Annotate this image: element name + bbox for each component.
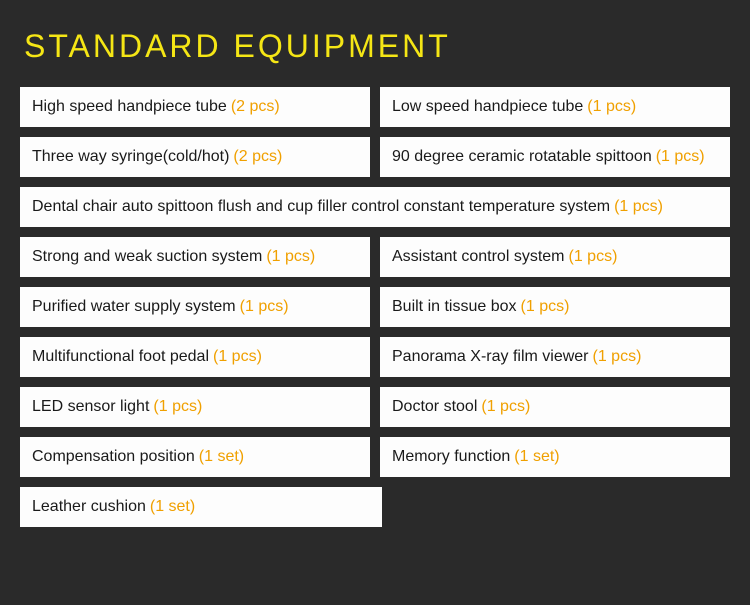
table-row: Dental chair auto spittoon flush and cup… bbox=[20, 187, 730, 227]
equipment-cell: Built in tissue box (1 pcs) bbox=[380, 287, 730, 327]
table-row: High speed handpiece tube(2 pcs)Low spee… bbox=[20, 87, 730, 127]
equipment-cell: Leather cushion(1 set) bbox=[20, 487, 382, 527]
table-row: Compensation position(1 set)Memory funct… bbox=[20, 437, 730, 477]
equipment-qty: (1 set) bbox=[514, 448, 559, 466]
equipment-cell: Low speed handpiece tube(1 pcs) bbox=[380, 87, 730, 127]
equipment-qty: (1 set) bbox=[199, 448, 244, 466]
equipment-cell: Strong and weak suction system(1 pcs) bbox=[20, 237, 370, 277]
equipment-label: Compensation position bbox=[32, 448, 195, 466]
equipment-qty: (1 pcs) bbox=[481, 398, 530, 416]
equipment-label: Strong and weak suction system bbox=[32, 248, 262, 266]
equipment-label: Built in tissue box bbox=[392, 298, 517, 316]
equipment-qty: (2 pcs) bbox=[231, 98, 280, 116]
equipment-cell: 90 degree ceramic rotatable spittoon(1 p… bbox=[380, 137, 730, 177]
equipment-label: High speed handpiece tube bbox=[32, 98, 227, 116]
equipment-cell: High speed handpiece tube(2 pcs) bbox=[20, 87, 370, 127]
equipment-cell: Compensation position(1 set) bbox=[20, 437, 370, 477]
equipment-label: Purified water supply system bbox=[32, 298, 236, 316]
equipment-label: Assistant control system bbox=[392, 248, 565, 266]
equipment-qty: (1 pcs) bbox=[587, 98, 636, 116]
equipment-label: Low speed handpiece tube bbox=[392, 98, 583, 116]
equipment-cell: Assistant control system(1 pcs) bbox=[380, 237, 730, 277]
empty-cell bbox=[392, 487, 730, 527]
equipment-label: Panorama X-ray film viewer bbox=[392, 348, 589, 366]
table-row: LED sensor light(1 pcs)Doctor stool(1 pc… bbox=[20, 387, 730, 427]
equipment-label: Three way syringe(cold/hot) bbox=[32, 148, 229, 166]
equipment-cell: Memory function(1 set) bbox=[380, 437, 730, 477]
table-row: Three way syringe(cold/hot)(2 pcs)90 deg… bbox=[20, 137, 730, 177]
equipment-qty: (1 pcs) bbox=[521, 298, 570, 316]
table-row: Multifunctional foot pedal(1 pcs)Panoram… bbox=[20, 337, 730, 377]
equipment-qty: (1 pcs) bbox=[153, 398, 202, 416]
equipment-cell: LED sensor light(1 pcs) bbox=[20, 387, 370, 427]
equipment-label: Memory function bbox=[392, 448, 510, 466]
equipment-qty: (1 pcs) bbox=[614, 198, 663, 216]
table-row: Purified water supply system(1 pcs)Built… bbox=[20, 287, 730, 327]
equipment-label: 90 degree ceramic rotatable spittoon bbox=[392, 148, 652, 166]
table-row: Leather cushion(1 set) bbox=[20, 487, 730, 527]
equipment-cell: Panorama X-ray film viewer(1 pcs) bbox=[380, 337, 730, 377]
equipment-cell: Dental chair auto spittoon flush and cup… bbox=[20, 187, 730, 227]
equipment-label: LED sensor light bbox=[32, 398, 149, 416]
equipment-label: Dental chair auto spittoon flush and cup… bbox=[32, 198, 610, 216]
page-title: STANDARD EQUIPMENT bbox=[24, 28, 730, 65]
equipment-qty: (1 set) bbox=[150, 498, 195, 516]
equipment-label: Leather cushion bbox=[32, 498, 146, 516]
equipment-qty: (1 pcs) bbox=[593, 348, 642, 366]
equipment-label: Doctor stool bbox=[392, 398, 477, 416]
equipment-qty: (1 pcs) bbox=[569, 248, 618, 266]
equipment-cell: Multifunctional foot pedal(1 pcs) bbox=[20, 337, 370, 377]
equipment-qty: (2 pcs) bbox=[233, 148, 282, 166]
equipment-qty: (1 pcs) bbox=[266, 248, 315, 266]
equipment-grid: High speed handpiece tube(2 pcs)Low spee… bbox=[20, 87, 730, 527]
table-row: Strong and weak suction system(1 pcs)Ass… bbox=[20, 237, 730, 277]
equipment-qty: (1 pcs) bbox=[213, 348, 262, 366]
equipment-cell: Three way syringe(cold/hot)(2 pcs) bbox=[20, 137, 370, 177]
equipment-qty: (1 pcs) bbox=[240, 298, 289, 316]
equipment-qty: (1 pcs) bbox=[656, 148, 705, 166]
equipment-cell: Doctor stool(1 pcs) bbox=[380, 387, 730, 427]
equipment-cell: Purified water supply system(1 pcs) bbox=[20, 287, 370, 327]
equipment-label: Multifunctional foot pedal bbox=[32, 348, 209, 366]
